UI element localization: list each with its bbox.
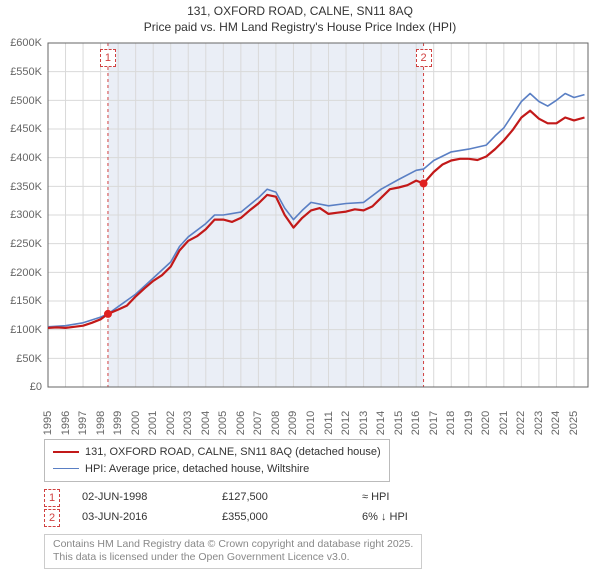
- sale-marker-flag: 1: [100, 49, 116, 67]
- chart-title: 131, OXFORD ROAD, CALNE, SN11 8AQ Price …: [0, 0, 600, 35]
- legend: 131, OXFORD ROAD, CALNE, SN11 8AQ (detac…: [44, 439, 390, 482]
- legend-swatch-blue: [53, 468, 79, 469]
- x-axis-tick-label: 1998: [95, 411, 107, 435]
- x-axis-tick-label: 2012: [340, 411, 352, 435]
- y-axis-tick-label: £150K: [10, 295, 42, 307]
- legend-item-blue: HPI: Average price, detached house, Wilt…: [53, 461, 381, 478]
- chart-svg: [0, 35, 600, 435]
- x-axis-tick-label: 2025: [568, 411, 580, 435]
- x-axis-tick-label: 2018: [445, 411, 457, 435]
- attribution-footer: Contains HM Land Registry data © Crown c…: [44, 534, 422, 569]
- x-axis-tick-label: 2001: [147, 411, 159, 435]
- x-axis-tick-label: 2002: [165, 411, 177, 435]
- sale-vs-hpi: 6% ↓ HPI: [362, 508, 482, 528]
- legend-label-red: 131, OXFORD ROAD, CALNE, SN11 8AQ (detac…: [85, 444, 381, 461]
- x-axis-tick-label: 1996: [60, 411, 72, 435]
- x-axis-tick-label: 1999: [112, 411, 124, 435]
- y-axis-tick-label: £450K: [10, 123, 42, 135]
- x-axis-tick-label: 2003: [182, 411, 194, 435]
- sale-marker-2: 2: [44, 509, 60, 527]
- legend-item-red: 131, OXFORD ROAD, CALNE, SN11 8AQ (detac…: [53, 444, 381, 461]
- x-axis-tick-label: 2014: [375, 411, 387, 435]
- y-axis-tick-label: £350K: [10, 181, 42, 193]
- x-axis-tick-label: 1995: [42, 411, 54, 435]
- x-axis-tick-label: 2009: [287, 411, 299, 435]
- footer-line-2: This data is licensed under the Open Gov…: [53, 551, 413, 565]
- y-axis-tick-label: £200K: [10, 267, 42, 279]
- x-axis-tick-label: 2011: [323, 411, 335, 435]
- sale-price: £127,500: [222, 488, 362, 508]
- y-axis-tick-label: £50K: [16, 353, 42, 365]
- sale-date: 03-JUN-2016: [82, 508, 222, 528]
- legend-label-blue: HPI: Average price, detached house, Wilt…: [85, 461, 309, 478]
- y-axis-tick-label: £0: [30, 381, 42, 393]
- sale-date: 02-JUN-1998: [82, 488, 222, 508]
- y-axis-tick-label: £600K: [10, 37, 42, 49]
- y-axis-tick-label: £250K: [10, 238, 42, 250]
- x-axis-tick-label: 2010: [305, 411, 317, 435]
- x-axis-tick-label: 2023: [533, 411, 545, 435]
- x-axis-tick-label: 2021: [498, 411, 510, 435]
- x-axis-tick-label: 2005: [217, 411, 229, 435]
- table-row: 2 03-JUN-2016 £355,000 6% ↓ HPI: [44, 508, 600, 528]
- table-row: 1 02-JUN-1998 £127,500 ≈ HPI: [44, 488, 600, 508]
- x-axis-tick-label: 2008: [270, 411, 282, 435]
- sale-vs-hpi: ≈ HPI: [362, 488, 482, 508]
- x-axis-tick-label: 2015: [393, 411, 405, 435]
- x-axis-tick-label: 2019: [463, 411, 475, 435]
- sale-marker-flag: 2: [416, 49, 432, 67]
- x-axis-tick-label: 2006: [235, 411, 247, 435]
- title-line-2: Price paid vs. HM Land Registry's House …: [0, 20, 600, 36]
- x-axis-tick-label: 2004: [200, 411, 212, 435]
- chart-area: £0 £50K £100K £150K £200K £250K £300K £350K £400…: [0, 35, 600, 435]
- sale-marker-1: 1: [44, 489, 60, 507]
- title-line-1: 131, OXFORD ROAD, CALNE, SN11 8AQ: [0, 4, 600, 20]
- x-axis-tick-label: 2022: [515, 411, 527, 435]
- x-axis-tick-label: 1997: [77, 411, 89, 435]
- legend-swatch-red: [53, 451, 79, 453]
- x-axis-tick-label: 2000: [130, 411, 142, 435]
- y-axis-tick-label: £300K: [10, 209, 42, 221]
- x-axis-tick-label: 2020: [480, 411, 492, 435]
- y-axis-tick-label: £400K: [10, 152, 42, 164]
- footer-line-1: Contains HM Land Registry data © Crown c…: [53, 538, 413, 552]
- y-axis-tick-label: £100K: [10, 324, 42, 336]
- x-axis-tick-label: 2016: [410, 411, 422, 435]
- sale-price: £355,000: [222, 508, 362, 528]
- y-axis-tick-label: £550K: [10, 66, 42, 78]
- x-axis-tick-label: 2013: [358, 411, 370, 435]
- y-axis-tick-label: £500K: [10, 95, 42, 107]
- x-axis-tick-label: 2024: [550, 411, 562, 435]
- x-axis-tick-label: 2017: [428, 411, 440, 435]
- x-axis-tick-label: 2007: [252, 411, 264, 435]
- sales-table: 1 02-JUN-1998 £127,500 ≈ HPI 2 03-JUN-20…: [44, 488, 600, 528]
